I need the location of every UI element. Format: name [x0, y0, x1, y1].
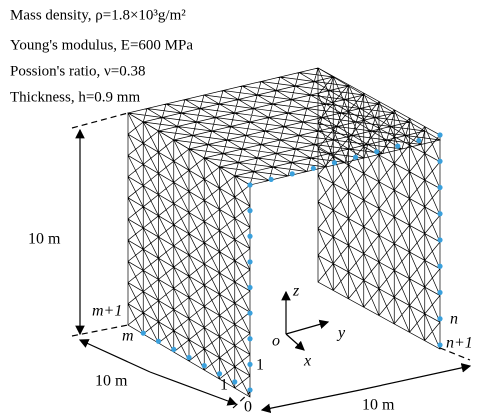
node	[247, 311, 252, 316]
node	[437, 342, 442, 347]
property: Young's modulus, E=600 MPa	[10, 37, 193, 53]
node	[141, 331, 146, 336]
node	[247, 208, 252, 213]
node	[247, 285, 252, 290]
node	[217, 371, 222, 376]
node	[416, 138, 421, 143]
node-label: 1	[220, 377, 228, 394]
node	[395, 144, 400, 149]
node	[171, 347, 176, 352]
axis-arrow	[286, 322, 328, 334]
node	[353, 155, 358, 160]
property: Possion's ratio, ν=0.38	[10, 63, 145, 79]
node	[437, 211, 442, 216]
node	[437, 290, 442, 295]
dim-arrow	[360, 366, 470, 390]
node	[374, 149, 379, 154]
node	[202, 363, 207, 368]
node	[247, 234, 252, 239]
node	[290, 171, 295, 176]
dim-extension	[72, 113, 128, 128]
dim-label: 10 m	[95, 373, 128, 390]
node-label: 0	[244, 399, 252, 416]
node	[247, 387, 252, 392]
node-label: m	[122, 328, 134, 345]
axis-arrow	[286, 334, 304, 350]
node-label: n+1	[446, 335, 473, 352]
axis-label: y	[336, 325, 346, 342]
mesh-surface	[128, 113, 250, 397]
node-label: m+1	[92, 303, 122, 320]
node	[232, 379, 237, 384]
node	[247, 259, 252, 264]
node	[437, 185, 442, 190]
node	[437, 237, 442, 242]
property: Thickness, h=0.9 mm	[10, 89, 140, 105]
figure: Mass density, ρ=1.8×10³g/m² Young's modu…	[0, 0, 479, 417]
node	[156, 339, 161, 344]
dim-label: 10 m	[362, 397, 395, 414]
node-label: n	[450, 311, 458, 328]
node	[186, 355, 191, 360]
node	[437, 316, 442, 321]
node	[437, 264, 442, 269]
node-label: 1	[256, 357, 264, 374]
dim-label: 10 m	[28, 231, 61, 248]
node	[437, 132, 442, 137]
property: Mass density, ρ=1.8×10³g/m²	[10, 7, 186, 23]
axis-label: z	[292, 283, 300, 300]
node	[332, 160, 337, 165]
dim-arrow	[80, 340, 150, 372]
mesh-surface	[128, 68, 440, 185]
axis-label: o	[272, 333, 280, 350]
node	[247, 362, 252, 367]
dim-arrow	[262, 390, 360, 410]
node	[437, 159, 442, 164]
axis-label: x	[303, 353, 311, 370]
node	[247, 182, 252, 187]
node	[247, 336, 252, 341]
nodes	[141, 132, 443, 392]
node	[269, 177, 274, 182]
node	[311, 166, 316, 171]
